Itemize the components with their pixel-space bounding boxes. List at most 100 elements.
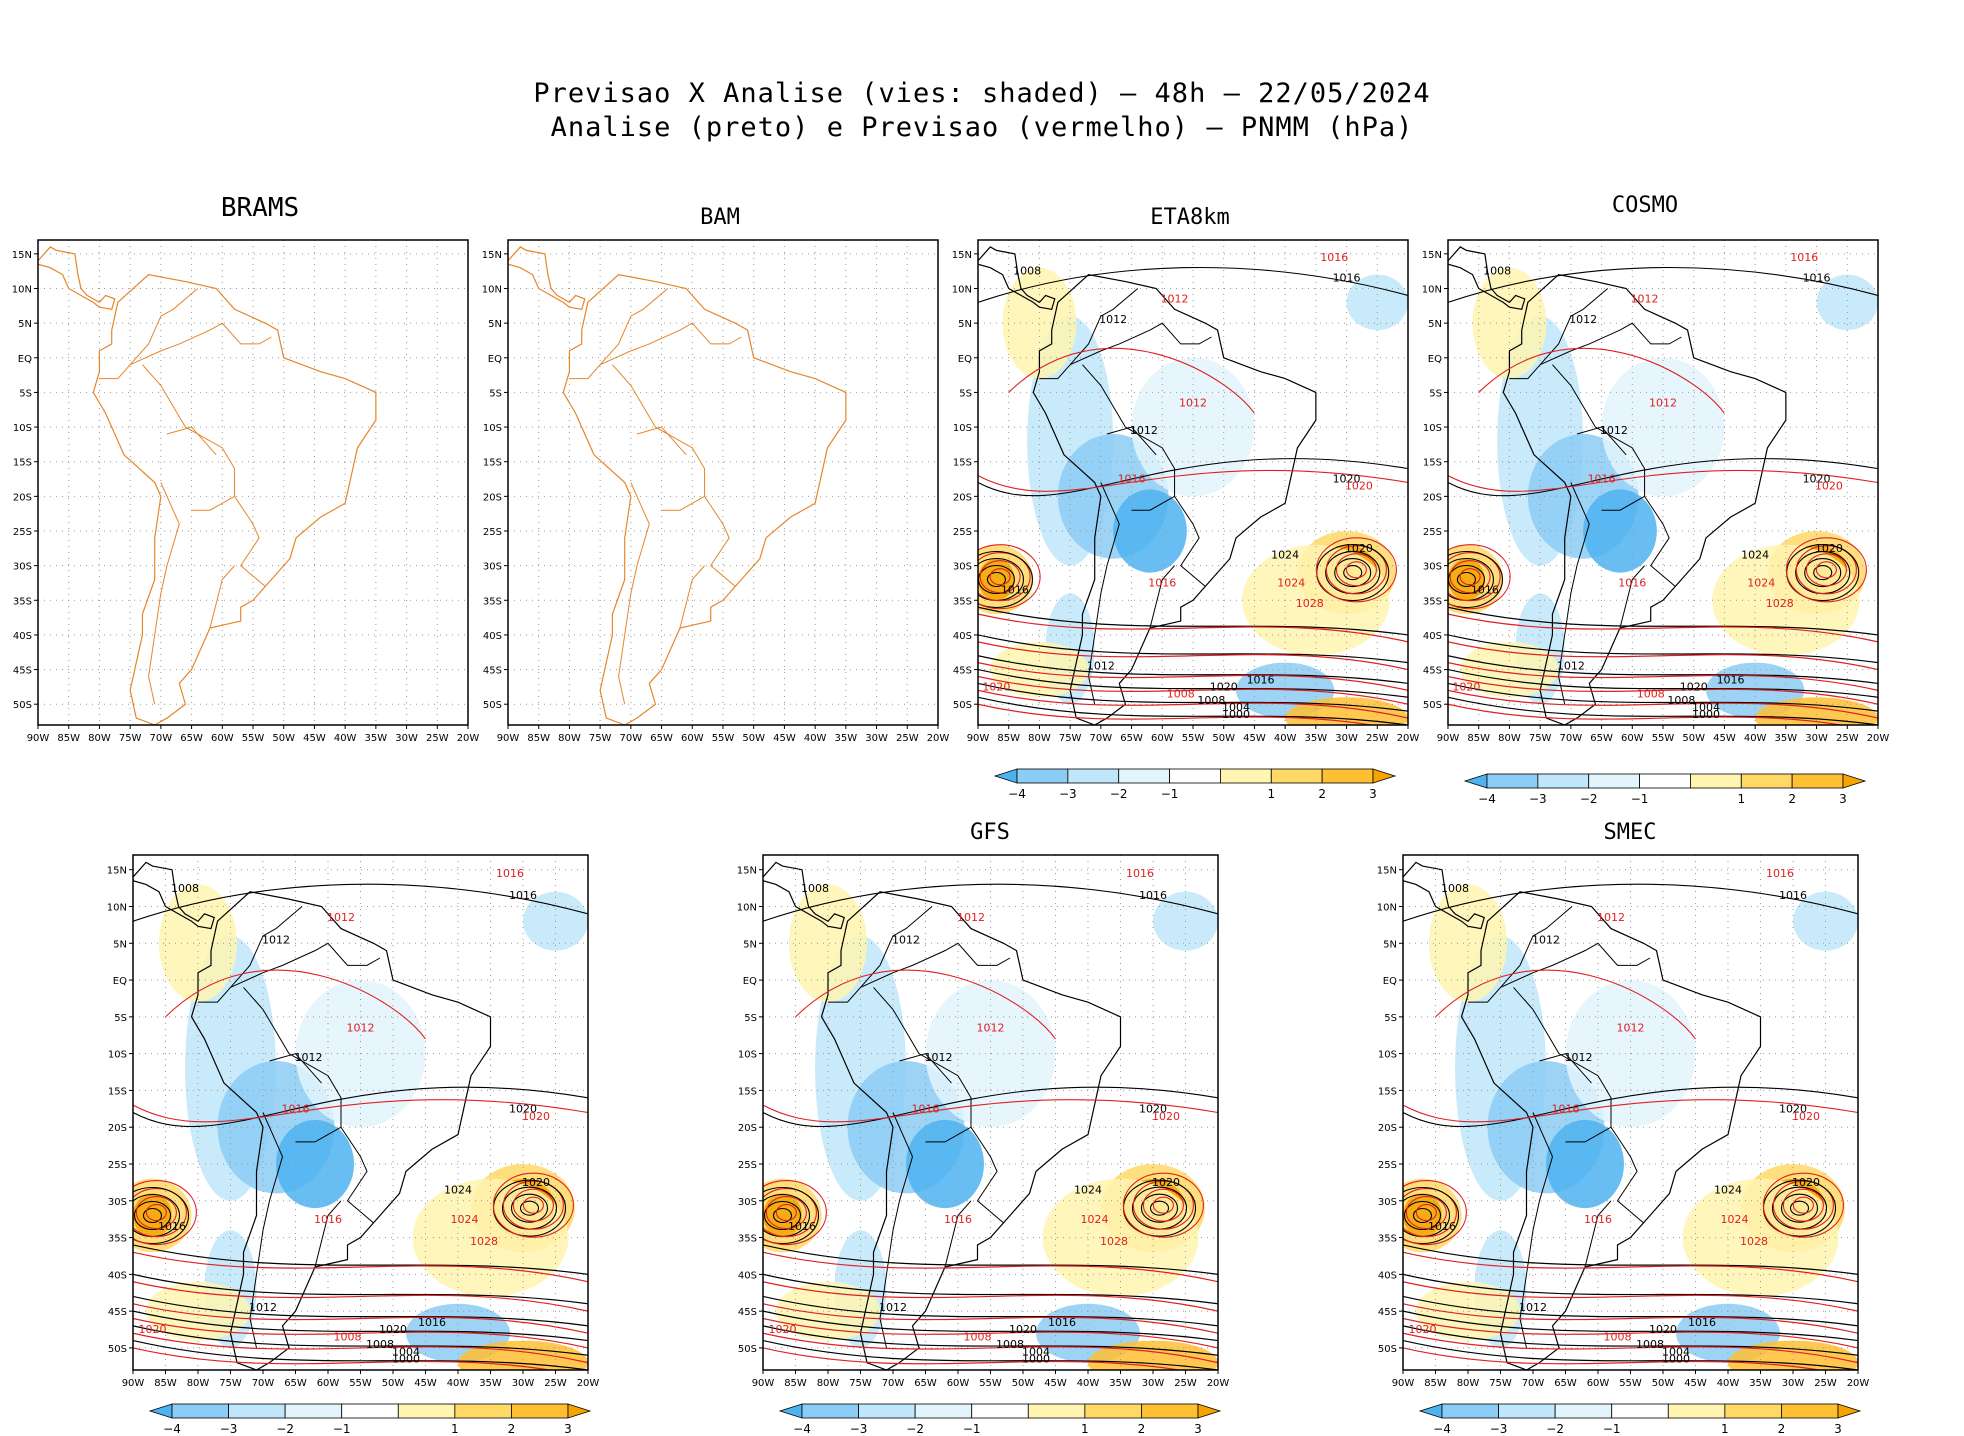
bias-shade-11 xyxy=(1682,1178,1839,1297)
forecast-contour-label: 1028 xyxy=(470,1235,498,1248)
bias-shade-2 xyxy=(276,1119,354,1209)
colorbar-segment xyxy=(1027,1403,1086,1419)
forecast-high-ring xyxy=(1805,553,1847,587)
colorbar-segment xyxy=(1537,773,1590,789)
analysis-isobar xyxy=(1448,606,1878,636)
lat-tick-label: 35S xyxy=(738,1234,757,1245)
analysis-contour-label: 1012 xyxy=(925,1051,953,1064)
country-border-0 xyxy=(873,987,1004,1224)
country-border-3 xyxy=(569,288,669,380)
forecast-contour-label: 1028 xyxy=(1100,1235,1128,1248)
forecast-contour-label: 1008 xyxy=(334,1331,362,1344)
colorbar-tick-label: 2 xyxy=(1138,1422,1146,1436)
colorbar-segment xyxy=(1118,768,1170,784)
analysis-contour-label: 1024 xyxy=(444,1183,472,1196)
coastline-south-america xyxy=(1460,891,1762,1370)
lat-tick-label: 10N xyxy=(107,903,127,914)
map-panel-cosmo: 1008101210121016102010241012101610201008… xyxy=(1422,239,1889,744)
lat-tick-label: 5N xyxy=(113,939,127,950)
forecast-contour-label: 1016 xyxy=(1790,251,1818,264)
analysis-contour-label: 1004 xyxy=(1662,1345,1690,1358)
colorbar-segment xyxy=(1588,773,1640,789)
lon-tick-label: 60W xyxy=(1621,733,1644,744)
lon-tick-label: 50W xyxy=(382,1378,405,1389)
analysis-high-ring xyxy=(142,1207,163,1224)
lat-tick-label: 15N xyxy=(1422,250,1442,261)
lat-tick-label: 15S xyxy=(1378,1086,1397,1097)
analysis-isobar xyxy=(763,1244,1218,1275)
colorbar-segment xyxy=(1016,768,1069,784)
lon-tick-label: 50W xyxy=(1682,733,1705,744)
analysis-contour-label: 1012 xyxy=(1557,660,1585,673)
forecast-contour-label: 1028 xyxy=(1740,1235,1768,1248)
lon-tick-label: 25W xyxy=(544,1378,567,1389)
colorbar-segment xyxy=(1441,1403,1499,1419)
lat-tick-label: 5S xyxy=(959,388,972,399)
colorbar-segment xyxy=(1690,773,1742,789)
country-border-0 xyxy=(1513,987,1644,1224)
forecast-contour-label: 1016 xyxy=(912,1103,940,1116)
analysis-contour-label: 1012 xyxy=(1600,424,1628,437)
forecast-isobar xyxy=(1403,1317,1858,1349)
lat-tick-label: 15S xyxy=(738,1086,757,1097)
country-border-0 xyxy=(1552,364,1676,587)
analysis-contour-label: 1020 xyxy=(522,1176,550,1189)
lat-tick-label: 50S xyxy=(108,1344,127,1355)
lon-tick-label: 40W xyxy=(1744,733,1767,744)
lat-tick-label: 45S xyxy=(953,666,972,677)
analysis-isobar xyxy=(133,1310,588,1342)
map-panel-unnamed: 1008 1012 1012 1016 1020 1024 1012 1016 1020 1008… xyxy=(107,854,600,1389)
colorbar-tick-label: −1 xyxy=(963,1422,981,1436)
analysis-isobar xyxy=(978,682,1408,712)
analysis-contour-label: 1008 xyxy=(1483,265,1511,278)
colorbar-tick-label: 2 xyxy=(1778,1422,1786,1436)
analysis-high-ring xyxy=(1813,565,1833,581)
analysis-isobar xyxy=(1403,1325,1858,1356)
forecast-contour-label: 1012 xyxy=(1161,292,1189,305)
analysis-contour-label: 1000 xyxy=(1022,1353,1050,1366)
forecast-contour-label: 1024 xyxy=(1277,576,1305,589)
country-border-2 xyxy=(1069,322,1212,366)
analysis-contour-label: 1008 xyxy=(1197,694,1225,707)
analysis-isobar xyxy=(978,606,1408,636)
coastline-south-america xyxy=(1502,273,1787,725)
lat-tick-label: 10N xyxy=(12,285,32,296)
lat-tick-label: 10N xyxy=(952,285,972,296)
country-border-1 xyxy=(618,482,650,705)
lon-tick-label: 30W xyxy=(395,733,418,744)
colorbar-segment xyxy=(1067,768,1120,784)
lon-tick-label: 45W xyxy=(303,733,326,744)
analysis-contour-label: 1020 xyxy=(1152,1176,1180,1189)
analysis-contour-label: 1016 xyxy=(1048,1316,1076,1329)
lon-tick-label: 45W xyxy=(1684,1378,1707,1389)
country-border-1 xyxy=(148,482,180,705)
colorbar-tick-label: −4 xyxy=(793,1422,811,1436)
lat-tick-label: 10S xyxy=(1423,423,1442,434)
colorbar-tick-label: 1 xyxy=(451,1422,459,1436)
lat-tick-label: 15S xyxy=(108,1086,127,1097)
lon-tick-label: 75W xyxy=(1489,1378,1512,1389)
analysis-contour-label: 1012 xyxy=(1519,1301,1547,1314)
colorbar-eta8km: −4−3−2−11234 xyxy=(993,768,1397,801)
colorbar-tick-label: 3 xyxy=(1834,1422,1842,1436)
forecast-high-ring xyxy=(502,1180,564,1230)
analysis-contour-label: 1016 xyxy=(1001,583,1029,596)
lat-tick-label: 5N xyxy=(1383,939,1397,950)
country-border-6 xyxy=(166,426,217,456)
forecast-contour-label: 1020 xyxy=(1409,1323,1437,1336)
lon-tick-label: 65W xyxy=(180,733,203,744)
forecast-contour-label: 1016 xyxy=(1320,251,1348,264)
colorbar-left-triangle xyxy=(778,1403,803,1419)
lat-tick-label: 15S xyxy=(483,458,502,469)
forecast-contour-label: 1012 xyxy=(327,911,355,924)
analysis-contour-label: 1020 xyxy=(1649,1323,1677,1336)
colorbar-segment xyxy=(1498,1403,1556,1419)
lat-tick-label: 35S xyxy=(953,596,972,607)
analysis-contour-label: 1016 xyxy=(158,1220,186,1233)
lon-tick-label: 20W xyxy=(577,1378,600,1389)
analysis-contour-label: 1012 xyxy=(1130,424,1158,437)
colorbar-tick-label: −1 xyxy=(1631,792,1649,806)
lat-tick-label: 15S xyxy=(13,458,32,469)
forecast-high-ring xyxy=(1335,553,1377,587)
colorbar-segment xyxy=(454,1403,512,1419)
